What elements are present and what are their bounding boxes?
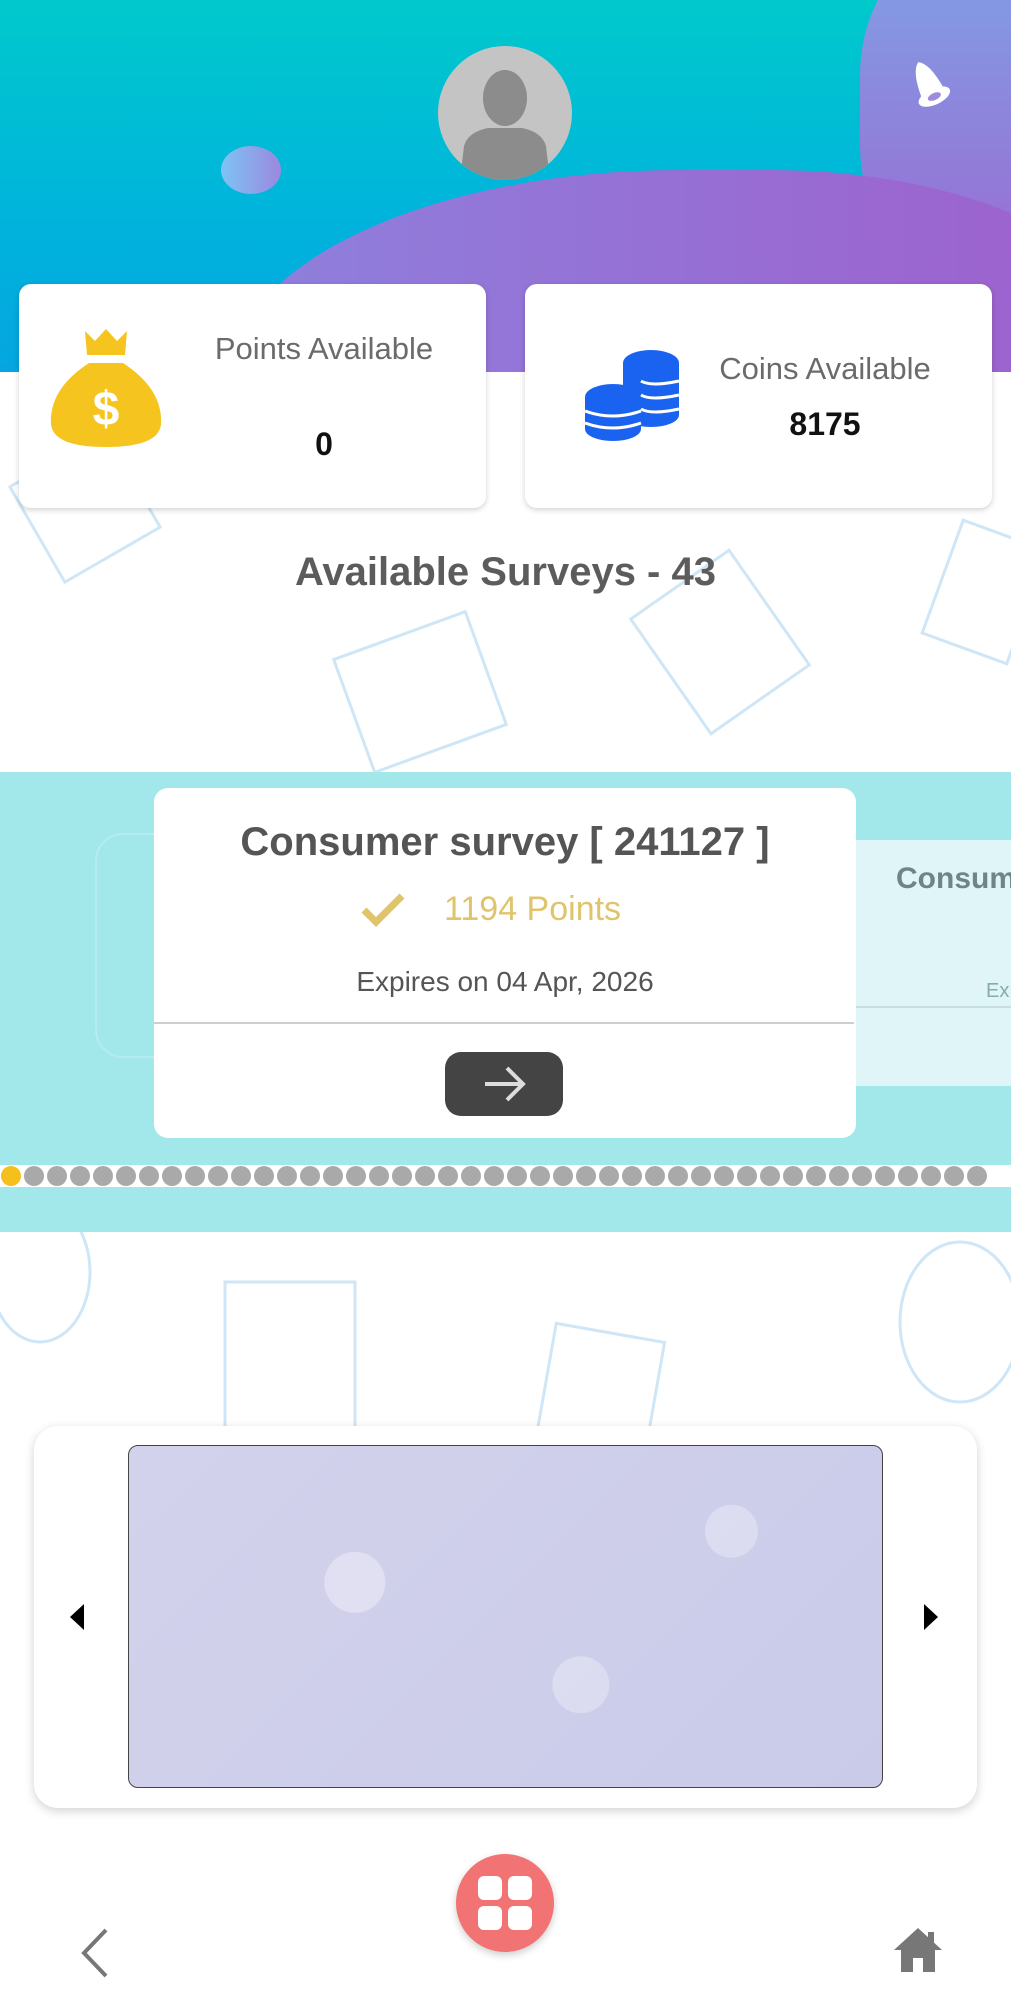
pagination-dot[interactable] — [116, 1166, 136, 1186]
pagination-dot[interactable] — [139, 1166, 159, 1186]
pagination-dot[interactable] — [553, 1166, 573, 1186]
next-survey-title: Consum — [896, 862, 1011, 895]
pagination-dot[interactable] — [599, 1166, 619, 1186]
pagination-dot[interactable] — [576, 1166, 596, 1186]
pagination-dot[interactable] — [461, 1166, 481, 1186]
pagination-dot[interactable] — [208, 1166, 228, 1186]
arrow-right-icon — [485, 1066, 526, 1102]
bell-icon — [915, 62, 951, 107]
pagination-dot[interactable] — [783, 1166, 803, 1186]
header-bubble — [221, 146, 281, 194]
pagination-dot[interactable] — [162, 1166, 182, 1186]
pagination-dot[interactable] — [668, 1166, 688, 1186]
pagination-dot[interactable] — [254, 1166, 274, 1186]
pagination-dot[interactable] — [1, 1166, 21, 1186]
pagination-dot[interactable] — [346, 1166, 366, 1186]
pagination-dot[interactable] — [944, 1166, 964, 1186]
pagination-dot[interactable] — [852, 1166, 872, 1186]
pagination-dot[interactable] — [507, 1166, 527, 1186]
pagination-dot[interactable] — [622, 1166, 642, 1186]
pagination-dot[interactable] — [737, 1166, 757, 1186]
pagination-dot[interactable] — [714, 1166, 734, 1186]
pagination-dot[interactable] — [760, 1166, 780, 1186]
coins-value: 8175 — [789, 406, 861, 442]
points-value: 0 — [315, 426, 333, 462]
pagination-dot[interactable] — [185, 1166, 205, 1186]
banner-image[interactable] — [128, 1445, 883, 1788]
home-button[interactable] — [892, 1926, 944, 1974]
survey-points: 1194 Points — [444, 890, 622, 928]
pagination-dot[interactable] — [875, 1166, 895, 1186]
pagination-dot[interactable] — [93, 1166, 113, 1186]
previous-survey-card-peek[interactable] — [95, 833, 195, 1058]
next-survey-card-peek[interactable]: Consum Ex — [856, 840, 1011, 1086]
pagination-dot[interactable] — [392, 1166, 412, 1186]
grid-icon — [478, 1876, 532, 1930]
back-button[interactable] — [78, 1928, 110, 1978]
pagination-dot[interactable] — [24, 1166, 44, 1186]
pagination-dot[interactable] — [530, 1166, 550, 1186]
previous-banner-button[interactable] — [70, 1604, 86, 1630]
checkmark-icon — [361, 893, 405, 927]
divider — [856, 1006, 1011, 1008]
coins-available-card: Coins Available 8175 — [525, 284, 992, 508]
svg-text:$: $ — [93, 383, 120, 436]
pagination-dot[interactable] — [70, 1166, 90, 1186]
notifications-button[interactable] — [898, 52, 958, 114]
survey-title: Consumer survey [ 241127 ] — [240, 820, 770, 864]
money-bag-icon: $ — [50, 329, 162, 447]
banner-carousel — [34, 1426, 977, 1808]
menu-fab-button[interactable] — [456, 1854, 554, 1952]
points-available-card: $ Points Available 0 — [19, 284, 486, 508]
available-surveys-title: Available Surveys - 43 — [295, 550, 716, 594]
carousel-pagination[interactable] — [0, 1165, 1011, 1187]
pagination-dot[interactable] — [415, 1166, 435, 1186]
start-survey-button[interactable] — [445, 1052, 563, 1116]
pagination-dot[interactable] — [231, 1166, 251, 1186]
next-survey-expiry: Ex — [986, 980, 1010, 1002]
survey-card[interactable]: Consumer survey [ 241127 ] 1194 Points E… — [154, 788, 856, 1138]
pagination-dot[interactable] — [323, 1166, 343, 1186]
pagination-dot[interactable] — [967, 1166, 987, 1186]
avatar[interactable] — [438, 46, 572, 180]
pagination-dot[interactable] — [369, 1166, 389, 1186]
user-silhouette-icon — [460, 70, 550, 180]
points-label: Points Available — [214, 331, 434, 366]
divider — [154, 1022, 854, 1024]
pagination-dot[interactable] — [277, 1166, 297, 1186]
pagination-dot[interactable] — [806, 1166, 826, 1186]
pagination-dot[interactable] — [691, 1166, 711, 1186]
survey-expiry: Expires on 04 Apr, 2026 — [356, 966, 654, 997]
pagination-dot[interactable] — [300, 1166, 320, 1186]
pagination-dot[interactable] — [921, 1166, 941, 1186]
pagination-dot[interactable] — [47, 1166, 67, 1186]
coins-label: Coins Available — [719, 351, 931, 386]
pagination-dot[interactable] — [484, 1166, 504, 1186]
coins-stack-icon — [585, 350, 680, 441]
next-banner-button[interactable] — [922, 1604, 938, 1630]
pagination-dot[interactable] — [829, 1166, 849, 1186]
pagination-dot[interactable] — [438, 1166, 458, 1186]
pagination-dot[interactable] — [645, 1166, 665, 1186]
pagination-dot[interactable] — [898, 1166, 918, 1186]
